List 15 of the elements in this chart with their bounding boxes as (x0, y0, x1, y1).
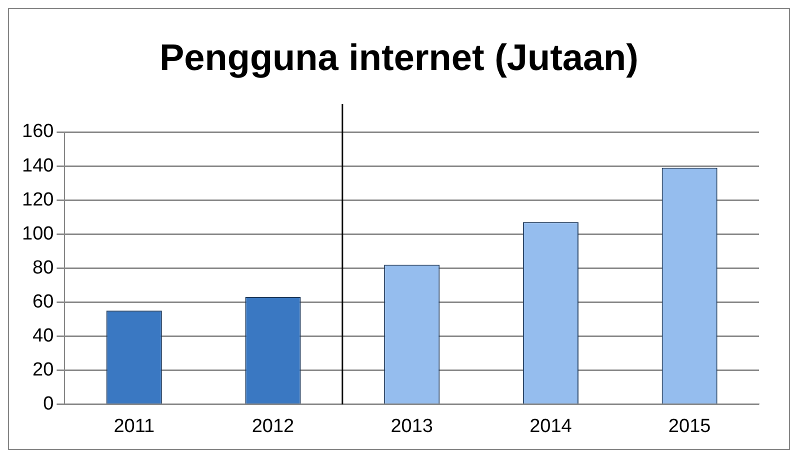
x-tick-label: 2011 (114, 416, 155, 437)
y-tick-label: 100 (22, 223, 54, 244)
y-tick-label: 40 (32, 325, 54, 346)
chart-title: Pengguna internet (Jutaan) (158, 37, 640, 79)
x-tick-label: 2013 (390, 416, 433, 437)
y-tick-label: 0 (43, 393, 54, 414)
y-tick-label: 160 (22, 121, 54, 142)
y-tick-label: 120 (22, 189, 54, 210)
y-tick-label: 140 (22, 155, 54, 176)
y-tick-label: 80 (32, 257, 54, 278)
y-tick-label: 60 (32, 291, 54, 312)
x-tick-label: 2012 (252, 416, 294, 437)
y-tick-label: 20 (32, 359, 54, 380)
x-tick-label: 2014 (530, 416, 572, 437)
x-tick-label: 2015 (668, 416, 711, 437)
